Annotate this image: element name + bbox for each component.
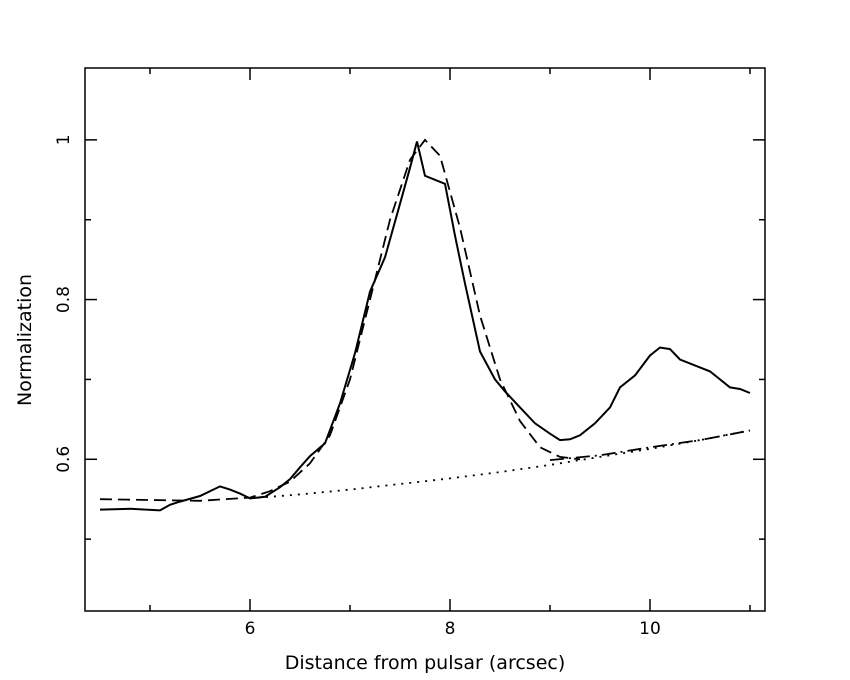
tick-labels: 6 8 10 0.6 0.8 1 (54, 134, 661, 639)
plot-frame (84, 67, 766, 612)
series-layer (99, 138, 751, 512)
axis-ticks (85, 68, 765, 611)
y-axis-label: Normalization (14, 274, 36, 406)
series-line-dashed (99, 138, 581, 502)
series-line-dash-dot (549, 429, 751, 461)
y-tick-label: 1 (54, 134, 74, 145)
x-tick-label: 8 (445, 619, 456, 639)
y-tick-label: 0.6 (54, 446, 74, 473)
y-tick-label: 0.8 (54, 286, 74, 313)
series-line-solid (99, 141, 751, 512)
x-tick-label: 10 (639, 619, 661, 639)
x-tick-label: 6 (245, 619, 256, 639)
x-axis-label: Distance from pulsar (arcsec) (285, 652, 566, 674)
